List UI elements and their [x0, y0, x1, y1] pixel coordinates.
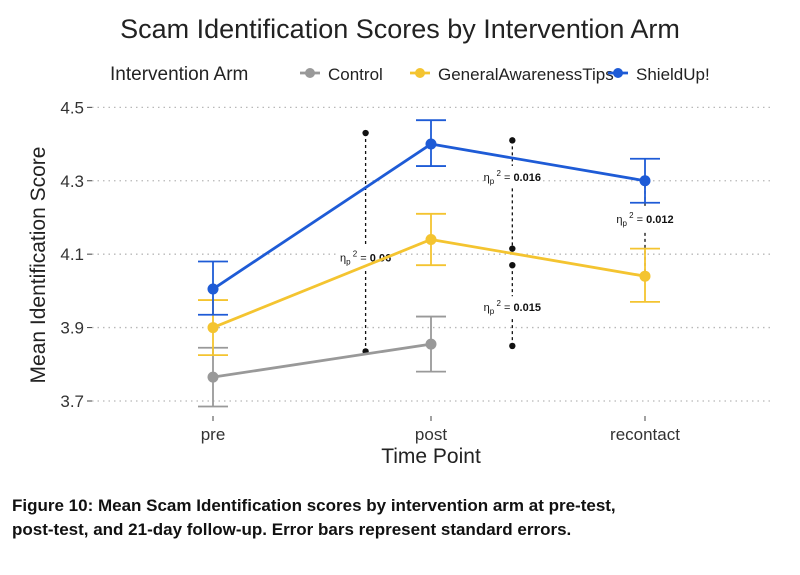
annotation-label: ηp 2 = 0.016 [484, 169, 541, 186]
annotation-dot [509, 245, 516, 252]
series-control [198, 315, 446, 408]
annotation-label-bg [484, 296, 541, 319]
data-point [639, 270, 651, 282]
y-tick-label: 4.1 [60, 245, 84, 264]
series-shieldup- [198, 119, 660, 316]
series-generalawarenesstips [198, 212, 660, 357]
legend-swatch-dot [613, 68, 623, 78]
legend: Intervention Arm Control GeneralAwareness… [110, 64, 710, 85]
series-line [212, 342, 432, 379]
data-point [207, 371, 219, 383]
legend-swatch-dot [415, 68, 425, 78]
y-tick-label: 3.9 [60, 319, 84, 338]
annotation-label: ηp 2 = 0.015 [484, 299, 541, 316]
chart-title: Scam Identification Scores by Interventi… [120, 14, 680, 44]
x-tick-label: pre [201, 425, 226, 444]
annotation-label-bg [337, 246, 394, 269]
data-point [207, 283, 219, 295]
x-tick-label: recontact [610, 425, 680, 444]
legend-swatch-dot [305, 68, 315, 78]
y-tick-label: 4.5 [60, 98, 84, 117]
figure-caption: Figure 10: Mean Scam Identification scor… [12, 496, 616, 539]
y-axis: 3.7 3.9 4.1 4.3 4.5 [60, 98, 92, 411]
data-point [425, 138, 437, 150]
legend-item: GeneralAwarenessTips [410, 65, 614, 84]
effect-size-annotation: ηp 2 = 0.06 [337, 129, 394, 355]
effect-size-annotation: ηp 2 = 0.015 [484, 261, 541, 350]
legend-item: Control [300, 65, 383, 84]
series-line [212, 238, 646, 329]
y-tick-label: 3.7 [60, 392, 84, 411]
legend-item: ShieldUp! [608, 65, 710, 84]
y-tick-label: 4.3 [60, 172, 84, 191]
legend-label: Control [328, 65, 383, 84]
x-axis-label: Time Point [381, 445, 481, 468]
y-axis-label: Mean Identification Score [27, 147, 50, 384]
series [198, 119, 660, 408]
data-point [207, 322, 219, 334]
x-axis: pre post recontact [201, 416, 680, 444]
legend-label: ShieldUp! [636, 65, 710, 84]
x-tick-label: post [415, 425, 447, 444]
chart: Scam Identification Scores by Interventi… [27, 14, 770, 468]
data-point [425, 233, 437, 245]
annotation-label-bg [484, 165, 541, 188]
annotation-dot [509, 137, 516, 144]
annotation-dot [509, 261, 516, 269]
effect-size-annotation: ηp 2 = 0.016 [484, 137, 541, 252]
legend-label: GeneralAwarenessTips [438, 65, 614, 84]
annotation-dot [509, 342, 516, 350]
annotations: ηp 2 = 0.06 ηp 2 = 0.016 ηp 2 = 0.015 ηp 2 … [337, 129, 674, 355]
annotation-label: ηp 2 = 0.012 [616, 211, 673, 228]
data-point [639, 175, 651, 187]
legend-title: Intervention Arm [110, 64, 248, 85]
annotation-label-bg [617, 208, 673, 231]
annotation-dot [362, 129, 369, 137]
data-point [425, 338, 437, 350]
